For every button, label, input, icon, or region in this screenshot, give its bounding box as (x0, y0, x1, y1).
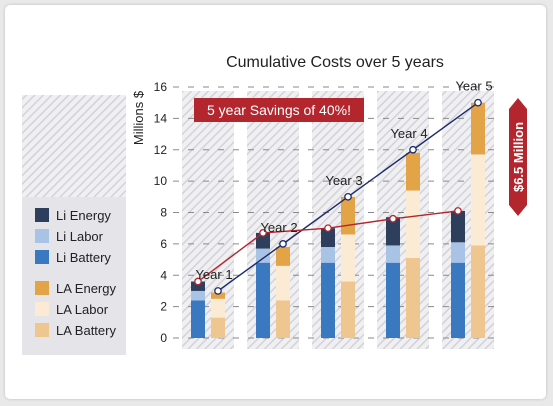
bar-segment-la-energy (471, 102, 485, 155)
y-tick-label: 14 (154, 111, 168, 125)
cumulative-cost-chart: Li Energy Li Labor Li Battery LA Energy LA L… (22, 54, 527, 355)
y-tick-label: 0 (160, 331, 167, 345)
trend-point (389, 214, 397, 223)
bar-segment-li-labor (191, 290, 205, 301)
bar-segment-li-labor (256, 248, 270, 263)
bar-segment-li-battery (451, 262, 465, 338)
legend-label: Li Battery (56, 250, 111, 265)
bar-segment-la-labor (276, 265, 290, 301)
bar-segment-li-labor (386, 245, 400, 263)
trend-point (474, 98, 482, 107)
legend-label: LA Battery (56, 323, 116, 338)
year-label: Year 3 (325, 173, 362, 188)
bar-segment-la-energy (406, 152, 420, 191)
year-column-bg (182, 91, 234, 349)
bar-segment-la-labor (211, 298, 225, 318)
bar-segment-la-battery (471, 245, 485, 338)
chart-card: Li Energy Li Labor Li Battery LA Energy LA L… (5, 5, 546, 399)
bar-segment-la-energy (341, 196, 355, 235)
bar-segment-li-energy (256, 232, 270, 249)
y-tick-labels: 0 2 4 6 8 10 12 14 16 (154, 80, 168, 345)
bar-segment-la-labor (406, 190, 420, 258)
bar-segment-li-energy (451, 210, 465, 243)
bar-segment-li-battery (256, 262, 270, 338)
difference-arrow-shape (509, 98, 527, 216)
y-tick-label: 6 (160, 237, 167, 251)
legend-swatch (35, 250, 49, 264)
bar-segment-la-labor (471, 154, 485, 246)
bar-segment-li-energy (386, 217, 400, 246)
legend-label: Li Labor (56, 229, 104, 244)
legend-swatch (35, 281, 49, 295)
legend-label: Li Energy (56, 208, 111, 223)
legend: Li Energy Li Labor Li Battery LA Energy LA L… (35, 208, 116, 338)
trend-point (279, 240, 287, 248)
trend-point (214, 287, 222, 295)
year-labels: Year 1 Year 2 Year 3 Year 4 Year 5 (195, 79, 492, 282)
bar-segment-la-battery (406, 257, 420, 338)
year-label: Year 2 (260, 220, 297, 235)
trend-point (409, 145, 417, 154)
bar-segment-li-energy (191, 281, 205, 291)
y-tick-label: 16 (154, 80, 168, 94)
trend-point (259, 229, 267, 237)
bar-segment-li-battery (321, 262, 335, 338)
y-tick-label: 12 (154, 143, 168, 157)
year-label: Year 5 (455, 79, 492, 94)
trend-point (344, 192, 352, 201)
trend-point (454, 207, 462, 215)
chart-title: Cumulative Costs over 5 years (226, 54, 444, 71)
bar-segment-li-battery (191, 300, 205, 338)
y-axis-label: Millions $ (131, 90, 146, 145)
y-tick-label: 4 (160, 268, 167, 282)
bar-segment-la-labor (341, 234, 355, 282)
bar-segment-la-battery (211, 317, 225, 338)
year-column-bg (312, 91, 364, 349)
bar-segment-la-battery (276, 300, 290, 338)
y-tick-label: 10 (154, 174, 168, 188)
trend-point (194, 277, 202, 286)
year-column-bg (247, 91, 299, 349)
bars (191, 102, 485, 338)
y-tick-label: 2 (160, 300, 167, 314)
difference-arrow: $6.5 Million (509, 98, 527, 216)
trend-lines (194, 98, 482, 295)
year-hatch-columns (182, 91, 494, 349)
legend-label: LA Labor (56, 302, 109, 317)
bar-segment-la-energy (211, 292, 225, 299)
bar-segment-li-labor (321, 247, 335, 263)
bar-segment-li-battery (386, 262, 400, 338)
y-tick-label: 8 (160, 206, 167, 220)
year-column-bg (442, 91, 494, 349)
legend-swatch (35, 323, 49, 337)
bar-segment-li-labor (451, 242, 465, 263)
bar-segment-la-energy (276, 247, 290, 266)
difference-arrow-text: $6.5 Million (511, 122, 526, 192)
legend-label: LA Energy (56, 281, 116, 296)
savings-banner (194, 98, 364, 122)
legend-swatch (35, 302, 49, 316)
bar-segment-la-battery (341, 281, 355, 338)
year-label: Year 1 (195, 267, 232, 282)
bar-segment-li-energy (321, 228, 335, 248)
legend-swatch (35, 208, 49, 222)
trend-point (324, 224, 332, 233)
year-label: Year 4 (390, 126, 427, 141)
savings-banner-text: 5 year Savings of 40%! (207, 102, 351, 118)
legend-swatch (35, 229, 49, 243)
